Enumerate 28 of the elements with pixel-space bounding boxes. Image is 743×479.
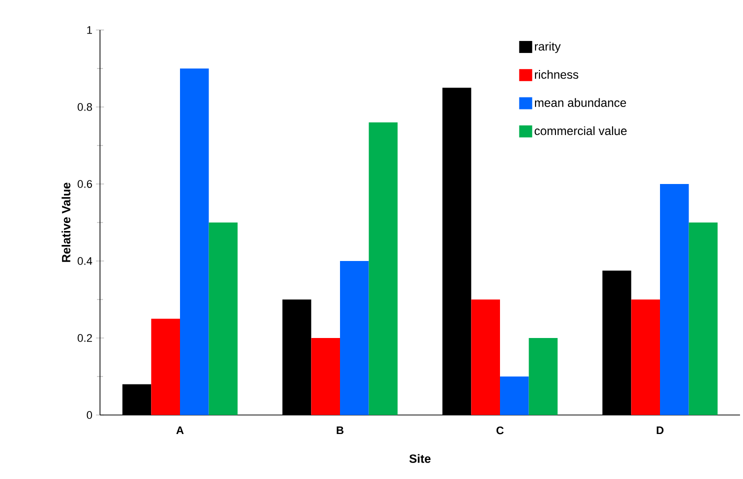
bar (688, 222, 718, 415)
bar (500, 376, 529, 415)
bar (340, 261, 369, 415)
x-tick-label: B (336, 426, 344, 434)
legend-label: mean abundance (534, 98, 626, 107)
y-axis-title: Relative Value (62, 182, 70, 262)
bar (311, 338, 340, 415)
y-tick-label: 0 (86, 411, 92, 419)
x-tick-label: C (496, 426, 504, 434)
y-tick-label: 1 (87, 26, 92, 34)
legend-label: richness (534, 70, 578, 79)
bar (471, 300, 500, 415)
y-tick-label: 0.8 (78, 103, 92, 111)
bar (660, 184, 689, 415)
bar (631, 300, 660, 415)
y-tick-label: 0.6 (78, 180, 92, 188)
legend-label: rarity (534, 42, 561, 54)
bar (208, 222, 238, 415)
x-tick-label: A (176, 426, 184, 434)
bar (368, 122, 398, 415)
y-tick-label: 0.2 (78, 334, 92, 342)
bar (151, 318, 180, 415)
bar (180, 68, 209, 415)
bar (528, 338, 558, 415)
x-tick-label: D (656, 426, 664, 434)
y-tick-label: 0.4 (78, 257, 92, 265)
x-axis-title: Site (409, 454, 431, 463)
legend-label: commercial value (534, 126, 627, 136)
